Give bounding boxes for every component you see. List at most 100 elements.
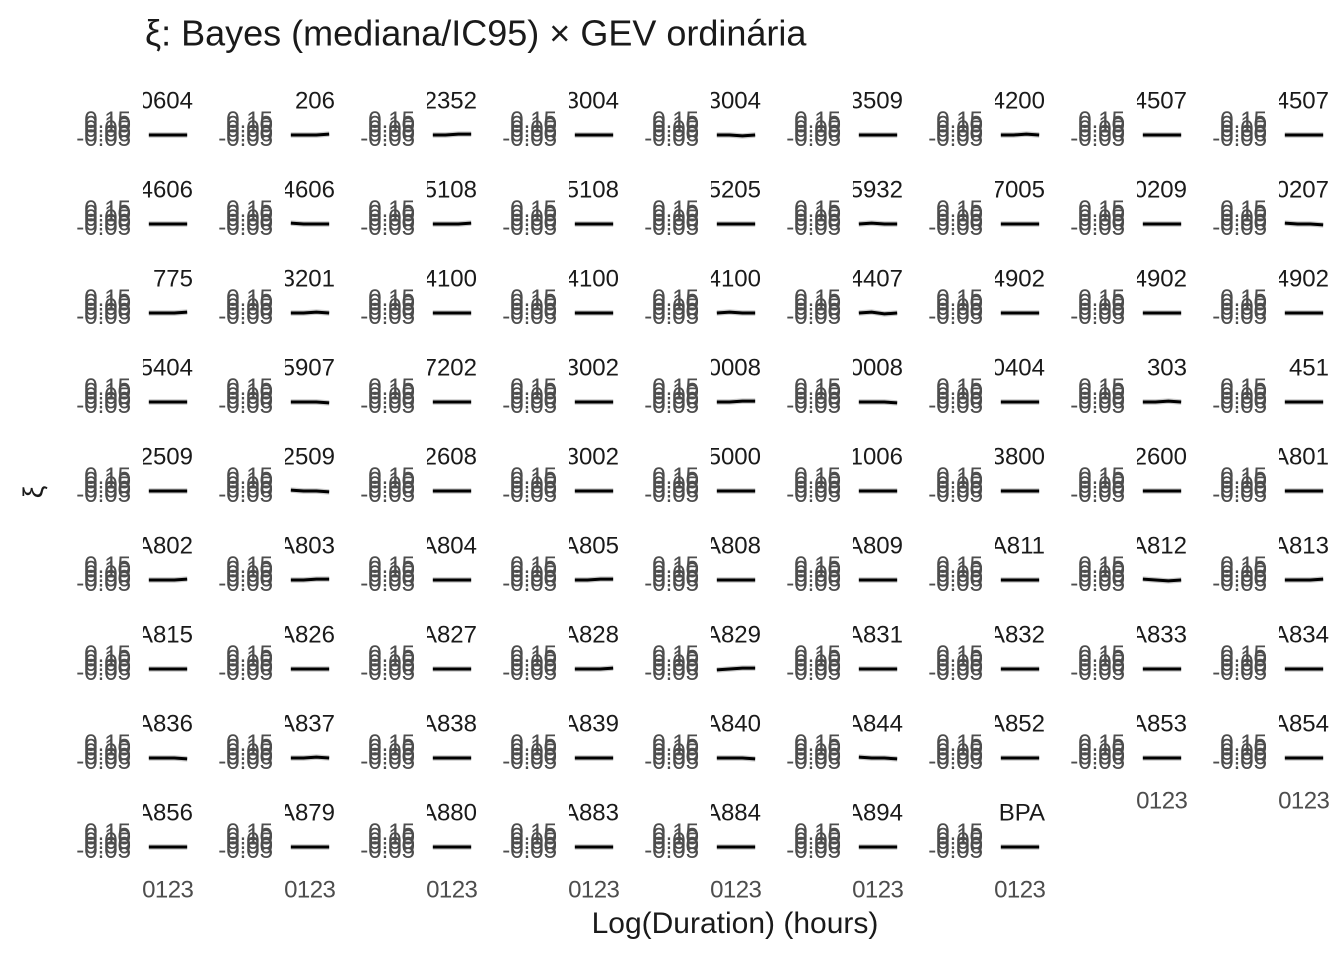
y-tick-label: 0.00 bbox=[1078, 654, 1125, 681]
y-tick-label: -0.05 bbox=[218, 481, 273, 508]
y-tick-label: 0.00 bbox=[1078, 565, 1125, 592]
y-tick-label: 0.00 bbox=[1220, 298, 1267, 325]
median-line bbox=[716, 399, 756, 404]
y-tick-label: 0.00 bbox=[652, 387, 699, 414]
y-tick-label: 0.10 bbox=[510, 200, 557, 227]
y-tick-label: 0.00 bbox=[84, 298, 131, 325]
strip-label: A808 bbox=[705, 532, 761, 559]
y-tick-label: -0.05 bbox=[76, 837, 131, 864]
y-tick-label: 0.10 bbox=[936, 289, 983, 316]
x-tick-label: 3 bbox=[464, 876, 477, 903]
median-line bbox=[858, 221, 898, 226]
x-tick-label: 0 bbox=[568, 876, 581, 903]
y-tick-label: 0.00 bbox=[652, 120, 699, 147]
y-tick-label: 0.15 bbox=[510, 107, 557, 134]
y-tick-label: 0.10 bbox=[1078, 645, 1125, 672]
y-tick-label: 0.15 bbox=[226, 819, 273, 846]
y-tick-label: 0.00 bbox=[652, 209, 699, 236]
y-tick-label: 0.15 bbox=[1078, 107, 1125, 134]
y-tick-label: 0.15 bbox=[368, 730, 415, 757]
y-tick-label: 0.00 bbox=[226, 832, 273, 859]
x-tick-label: 3 bbox=[180, 876, 193, 903]
x-tick-label: 1 bbox=[723, 876, 736, 903]
y-tick-label: 0.10 bbox=[226, 378, 273, 405]
y-tick-label: 0.15 bbox=[936, 641, 983, 668]
y-tick-label: 0.05 bbox=[1078, 650, 1125, 677]
y-tick-label: -0.05 bbox=[786, 659, 841, 686]
strip-label: 3201 bbox=[282, 265, 335, 292]
y-tick-label: 0.05 bbox=[368, 116, 415, 143]
strip-label: 0209 bbox=[1134, 176, 1187, 203]
y-tick-label: 0.10 bbox=[84, 111, 131, 138]
median-line bbox=[290, 132, 330, 137]
strip-label: 5404 bbox=[140, 354, 193, 381]
median-line bbox=[290, 400, 330, 405]
y-tick-label: 0.10 bbox=[510, 289, 557, 316]
y-tick-label: 0.15 bbox=[1220, 285, 1267, 312]
panel: A803-0.050.000.050.100.15 bbox=[218, 532, 335, 597]
panel: 4407 -0.050.000.050.100.15 bbox=[786, 265, 903, 330]
strip-label: 7202 bbox=[424, 354, 477, 381]
y-tick-label: 0.10 bbox=[652, 734, 699, 761]
x-tick-label: 2 bbox=[452, 876, 465, 903]
panel: A883-0.050.000.050.100.15 0 1 2 3 bbox=[502, 799, 620, 903]
median-line bbox=[290, 221, 330, 226]
panel: A829-0.050.000.050.100.15 bbox=[644, 621, 761, 686]
y-tick-label: -0.05 bbox=[76, 748, 131, 775]
panel: A839-0.050.000.050.100.15 bbox=[502, 710, 619, 775]
strip-label: 5108 bbox=[424, 176, 477, 203]
y-tick-label: 0.10 bbox=[368, 645, 415, 672]
y-tick-label: 0.00 bbox=[652, 743, 699, 770]
panel: A884-0.050.000.050.100.15 0 1 2 3 bbox=[644, 799, 762, 903]
strip-label: A833 bbox=[1131, 621, 1187, 648]
y-tick-label: 0.05 bbox=[226, 561, 273, 588]
strip-label: 3004 bbox=[708, 87, 761, 114]
y-tick-label: 0.05 bbox=[84, 383, 131, 410]
y-tick-label: 0.00 bbox=[936, 209, 983, 236]
y-tick-label: 0.05 bbox=[84, 739, 131, 766]
y-tick-label: 0.00 bbox=[1220, 476, 1267, 503]
y-tick-label: 0.15 bbox=[510, 641, 557, 668]
y-tick-label: 0.05 bbox=[794, 205, 841, 232]
panel: 5907 -0.050.000.050.100.15 bbox=[218, 354, 335, 419]
y-tick-label: 0.15 bbox=[936, 463, 983, 490]
y-tick-label: 0.05 bbox=[652, 294, 699, 321]
y-tick-label: 0.10 bbox=[1078, 378, 1125, 405]
y-tick-label: 0.15 bbox=[794, 285, 841, 312]
panel: 0207 -0.050.000.050.100.15 bbox=[1212, 176, 1329, 241]
y-tick-label: 0.15 bbox=[1220, 107, 1267, 134]
y-tick-label: 0.10 bbox=[368, 823, 415, 850]
y-tick-label: 0.10 bbox=[936, 378, 983, 405]
strip-label: 5932 bbox=[850, 176, 903, 203]
y-tick-label: 0.00 bbox=[652, 565, 699, 592]
panel: 2509 -0.050.000.050.100.15 bbox=[76, 443, 193, 508]
y-tick-label: 0.10 bbox=[794, 734, 841, 761]
y-tick-label: 0.15 bbox=[1078, 730, 1125, 757]
y-tick-label: -0.05 bbox=[928, 214, 983, 241]
median-line bbox=[858, 400, 898, 405]
y-tick-label: 0.10 bbox=[226, 734, 273, 761]
panel: 5404 -0.050.000.050.100.15 bbox=[76, 354, 193, 419]
y-tick-label: 0.10 bbox=[1078, 289, 1125, 316]
y-tick-label: 0.15 bbox=[510, 552, 557, 579]
y-tick-label: 0.10 bbox=[368, 289, 415, 316]
y-tick-label: 0.10 bbox=[368, 200, 415, 227]
panel: A856-0.050.000.050.100.15 0 1 2 3 bbox=[76, 799, 194, 903]
y-tick-label: 0.00 bbox=[1220, 120, 1267, 147]
y-tick-label: 0.10 bbox=[84, 823, 131, 850]
y-tick-label: 0.10 bbox=[84, 378, 131, 405]
y-tick-label: 0.00 bbox=[936, 476, 983, 503]
median-line bbox=[148, 310, 188, 315]
panel: 2509 -0.050.000.050.100.15 bbox=[218, 443, 335, 508]
y-tick-label: 0.05 bbox=[1220, 472, 1267, 499]
y-tick-label: 0.05 bbox=[936, 739, 983, 766]
panel: A894-0.050.000.050.100.15 0 1 2 3 bbox=[786, 799, 904, 903]
y-tick-label: 0.10 bbox=[936, 823, 983, 850]
y-tick-label: 0.15 bbox=[368, 107, 415, 134]
panel: 5205 -0.050.000.050.100.15 bbox=[644, 176, 761, 241]
y-tick-label: 0.10 bbox=[226, 200, 273, 227]
y-tick-label: -0.05 bbox=[218, 570, 273, 597]
strip-label: 4606 bbox=[140, 176, 193, 203]
panel: BPA -0.050.000.050.100.15 0 1 2 3 bbox=[928, 799, 1046, 903]
strip-label: A856 bbox=[137, 799, 193, 826]
